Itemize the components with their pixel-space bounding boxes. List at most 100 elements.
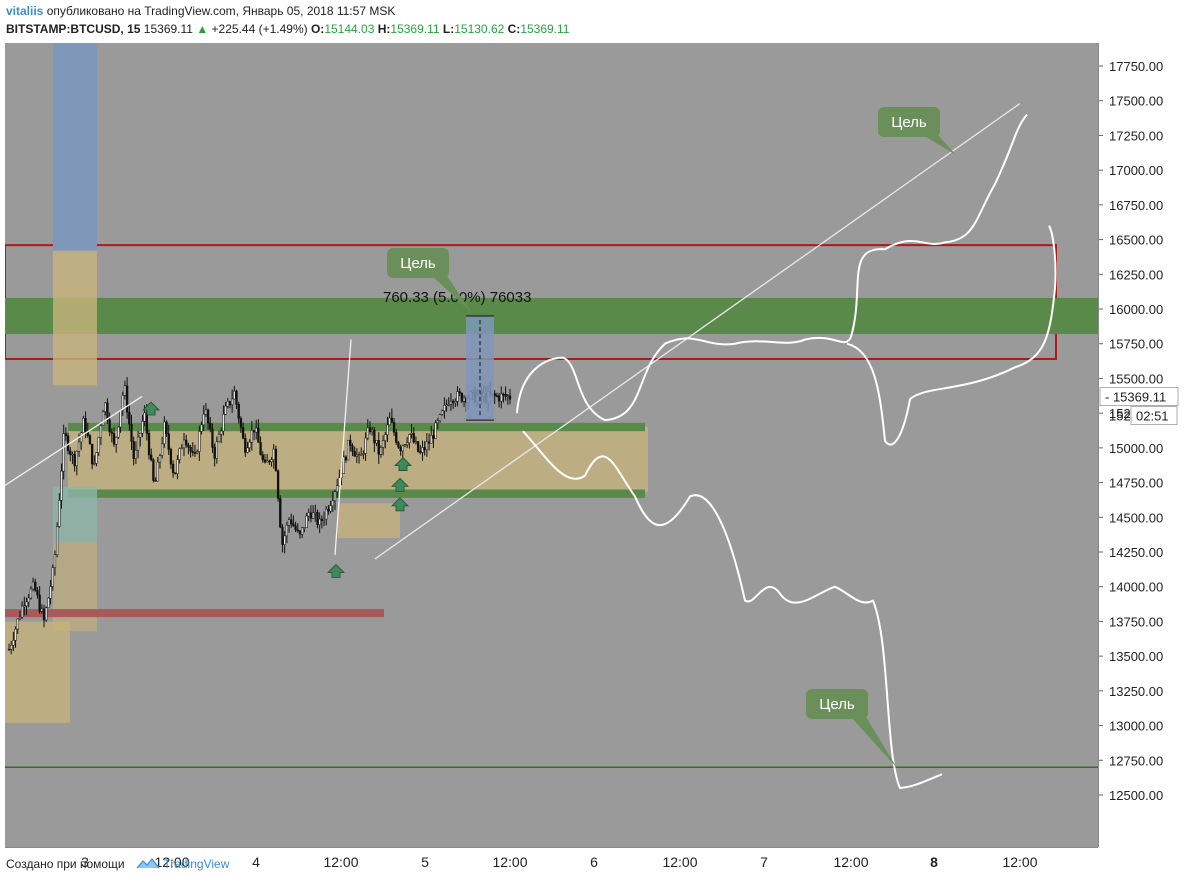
candle-body [130, 423, 133, 442]
low-label: L: [442, 22, 455, 36]
target-label: Цель [819, 696, 855, 713]
candle-body [406, 442, 409, 445]
time-axis[interactable]: 3 12:00 4 12:00 5 12:00 6 12:00 7 12:00 8 12:00 [5, 847, 1098, 870]
x-tick-label: 12:00 [154, 854, 189, 870]
candle-body [158, 455, 162, 463]
candle-body [346, 439, 350, 461]
callout-pointer [432, 276, 472, 313]
candle-body [416, 441, 420, 452]
candle-body [508, 395, 512, 400]
candle-body [182, 439, 186, 449]
x-tick-label: 12:00 [323, 854, 358, 870]
candle-body [18, 616, 22, 620]
tradingview-logo-icon [136, 858, 160, 869]
candle-body [336, 485, 339, 493]
tradingview-brand[interactable]: TradingView [136, 857, 229, 871]
candle-body [506, 395, 509, 398]
y-tick-label: 14500.00 [1109, 510, 1163, 525]
vertical-blue-zone [53, 43, 97, 251]
candle-body [226, 401, 229, 407]
y-tick-label: 16500.00 [1109, 233, 1163, 248]
candle-body [31, 581, 35, 590]
candle-body [445, 404, 448, 407]
candle-body [397, 442, 400, 448]
candle-body [150, 454, 153, 461]
candle-body [165, 421, 168, 434]
price-axis-svg[interactable]: 12500.00 12750.00 13000.00 13250.00 13500.00… [1099, 43, 1184, 847]
candle-body [187, 444, 190, 448]
candle-body [49, 586, 52, 599]
time-axis-svg[interactable]: 3 12:00 4 12:00 5 12:00 6 12:00 7 12:00 8 12:00 [5, 847, 1098, 877]
candle-body [211, 428, 214, 448]
candle-body [16, 618, 19, 630]
candle-body [110, 431, 113, 434]
candle-body [55, 526, 59, 555]
x-tick-label: 12:00 [662, 854, 697, 870]
candle-body [84, 418, 87, 432]
x-tick-label: 12:00 [492, 854, 527, 870]
candle-body [156, 461, 159, 482]
candle-body [134, 449, 138, 459]
candle-body [408, 434, 411, 443]
candle-body [29, 588, 33, 599]
candle-body [80, 432, 83, 443]
ohlc-line: BITSTAMP:BTCUSD, 15 15369.11 ▲ +225.44 (… [6, 22, 569, 36]
candle-body [123, 385, 127, 396]
y-tick-label: 14250.00 [1109, 545, 1163, 560]
candle-body [449, 400, 453, 405]
target-label-box [387, 248, 449, 278]
candle-body [93, 463, 96, 465]
candle-body [351, 445, 354, 452]
last-price-tag-value: - 15369.11 [1105, 390, 1166, 405]
open-value: 15144.03 [324, 22, 375, 36]
candle-body [167, 433, 170, 450]
candle-body [14, 628, 17, 641]
candle-body [322, 518, 326, 521]
up-arrow-icon [391, 477, 409, 492]
tradingview-label[interactable]: TradingView [163, 857, 230, 871]
candle-body [410, 433, 413, 435]
candle-body [248, 441, 251, 449]
drawings-layer [5, 102, 1057, 790]
x-tick-label: 4 [252, 854, 260, 870]
candle-body [270, 459, 273, 463]
candle-body [325, 509, 328, 520]
y-tick-label: 12750.00 [1109, 753, 1163, 768]
author-link[interactable]: vitaliis [6, 4, 44, 18]
y-tick-label: 13500.00 [1109, 649, 1163, 664]
candle-body [353, 451, 356, 457]
y-tick-label: 16750.00 [1109, 198, 1163, 213]
candle-body [213, 447, 216, 459]
candle-body [141, 421, 144, 434]
candle-body [403, 444, 407, 446]
candle-body [224, 405, 227, 415]
close-value: 15369.11 [520, 22, 570, 36]
last-price-tag [1099, 387, 1179, 407]
candle-body [438, 414, 442, 422]
candle-body [82, 418, 85, 434]
up-arrow-icon [142, 401, 160, 416]
y-tick-label: 15500.00 [1109, 371, 1163, 386]
high-label: H: [377, 22, 391, 36]
consolidation-zone [338, 503, 400, 539]
candle-body [235, 390, 238, 405]
open-label: O: [310, 22, 325, 36]
range-top-band [68, 422, 645, 432]
candle-body [125, 385, 129, 413]
candle-body [384, 434, 387, 441]
candle-body [132, 441, 135, 459]
candle-body [301, 527, 304, 535]
candle-body [20, 605, 24, 618]
y-tick-label: 14750.00 [1109, 476, 1163, 491]
candle-body [147, 433, 151, 456]
trend-line [374, 102, 1021, 560]
price-axis[interactable]: 12500.00 12750.00 13000.00 13250.00 13500.00… [1098, 43, 1184, 847]
y-tick-label: 17000.00 [1109, 163, 1163, 178]
candle-body [388, 417, 391, 426]
candle-body [362, 453, 365, 455]
candle-body [279, 498, 282, 528]
up-arrow-icon: ▲ [196, 22, 209, 36]
